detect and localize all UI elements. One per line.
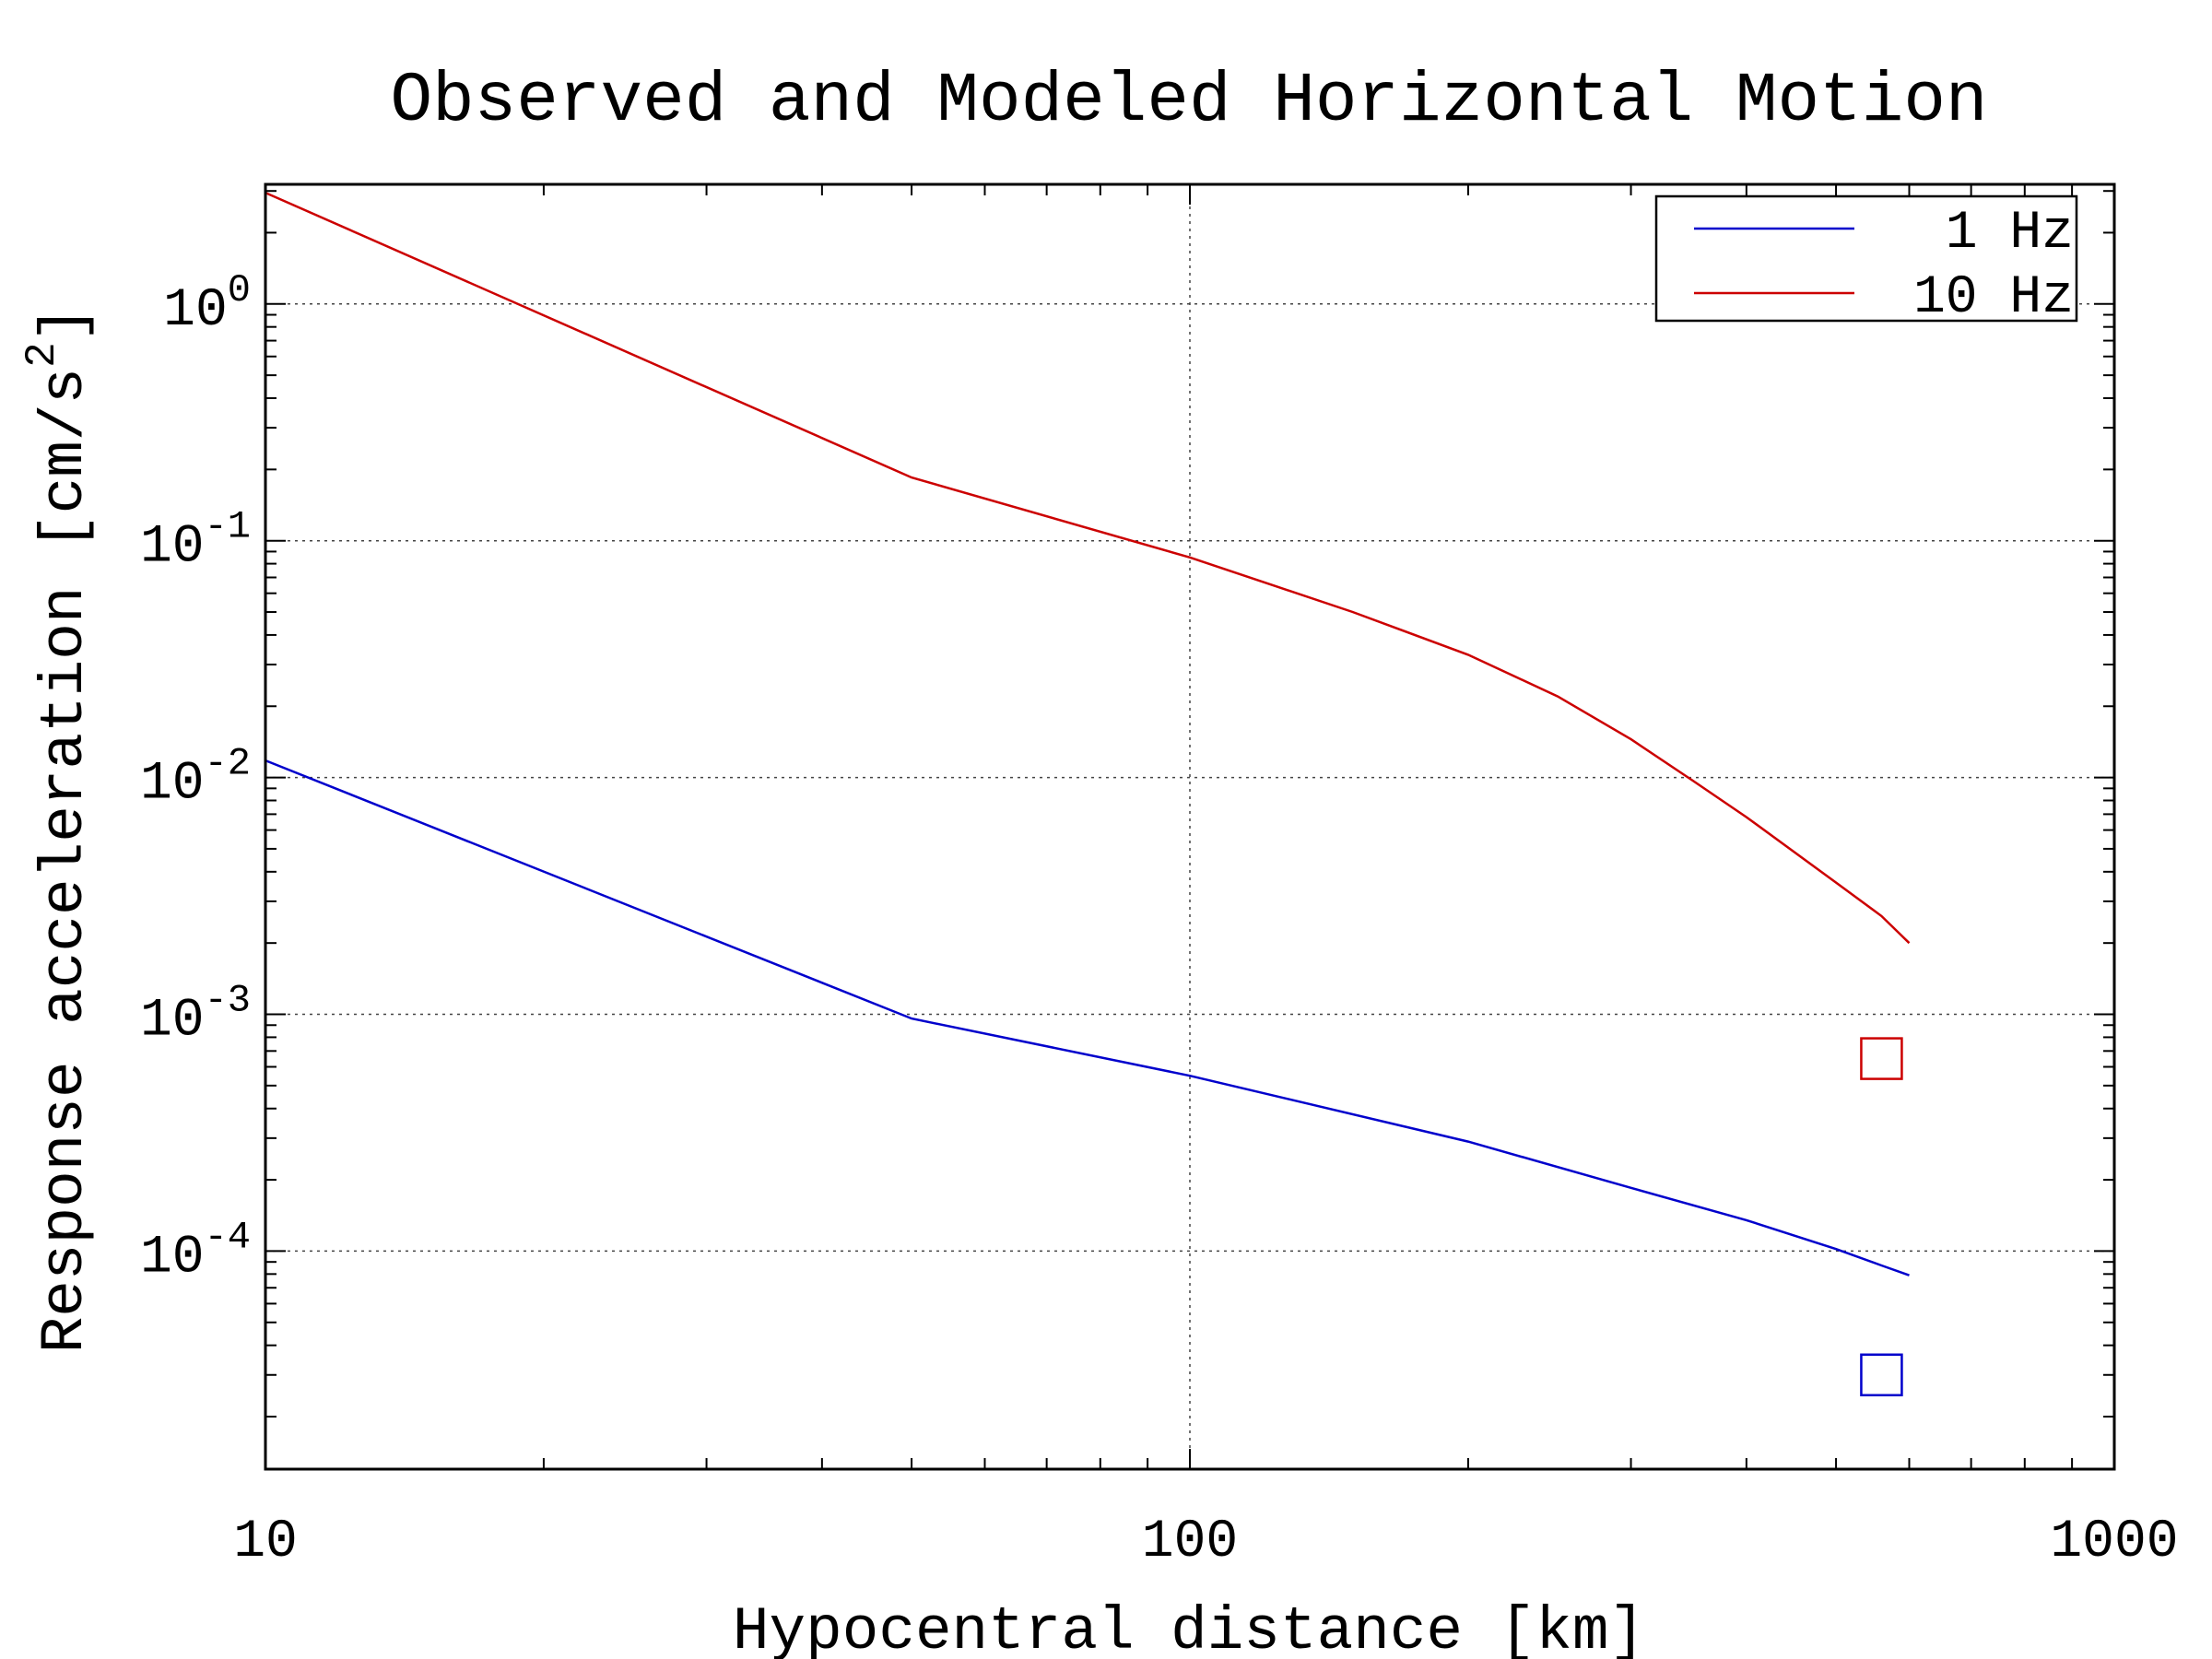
y-tick-label: 10-3: [140, 979, 251, 1052]
grid-lines: [265, 184, 2114, 1469]
y-tick-label: 10-1: [140, 505, 251, 578]
y-axis-label: Response acceleration [cm/s2]: [18, 306, 100, 1354]
x-tick-label: 10: [233, 1512, 298, 1572]
y-tick-label: 100: [163, 268, 251, 341]
chart-title: Observed and Modeled Horizontal Motion: [390, 62, 1987, 141]
y-tick-label: 10-4: [140, 1215, 251, 1288]
legend-box: [1654, 194, 2078, 323]
observed-markers: [1860, 1037, 1903, 1397]
y-tick-labels: 100 10-1 10-2 10-3 10-4: [140, 268, 251, 1288]
legend-label: 10 Hz: [1913, 268, 2074, 328]
series-line: [265, 191, 1911, 945]
y-tick-label: 10-2: [140, 742, 251, 815]
x-tick-label: 100: [1142, 1512, 1238, 1572]
observed-marker: [1860, 1037, 1903, 1080]
x-tick-label: 1000: [2050, 1512, 2178, 1572]
plot-frame: [264, 182, 2116, 1471]
series-line: [265, 759, 1910, 1277]
legend-label: 1 Hz: [1946, 204, 2074, 264]
x-axis-label: Hypocentral distance [km]: [733, 1597, 1645, 1659]
observed-marker: [1860, 1353, 1903, 1397]
minor-ticks: [265, 184, 2115, 1469]
x-tick-labels: 10 100 1000: [233, 1512, 2178, 1572]
series-lines: [265, 191, 1911, 1277]
